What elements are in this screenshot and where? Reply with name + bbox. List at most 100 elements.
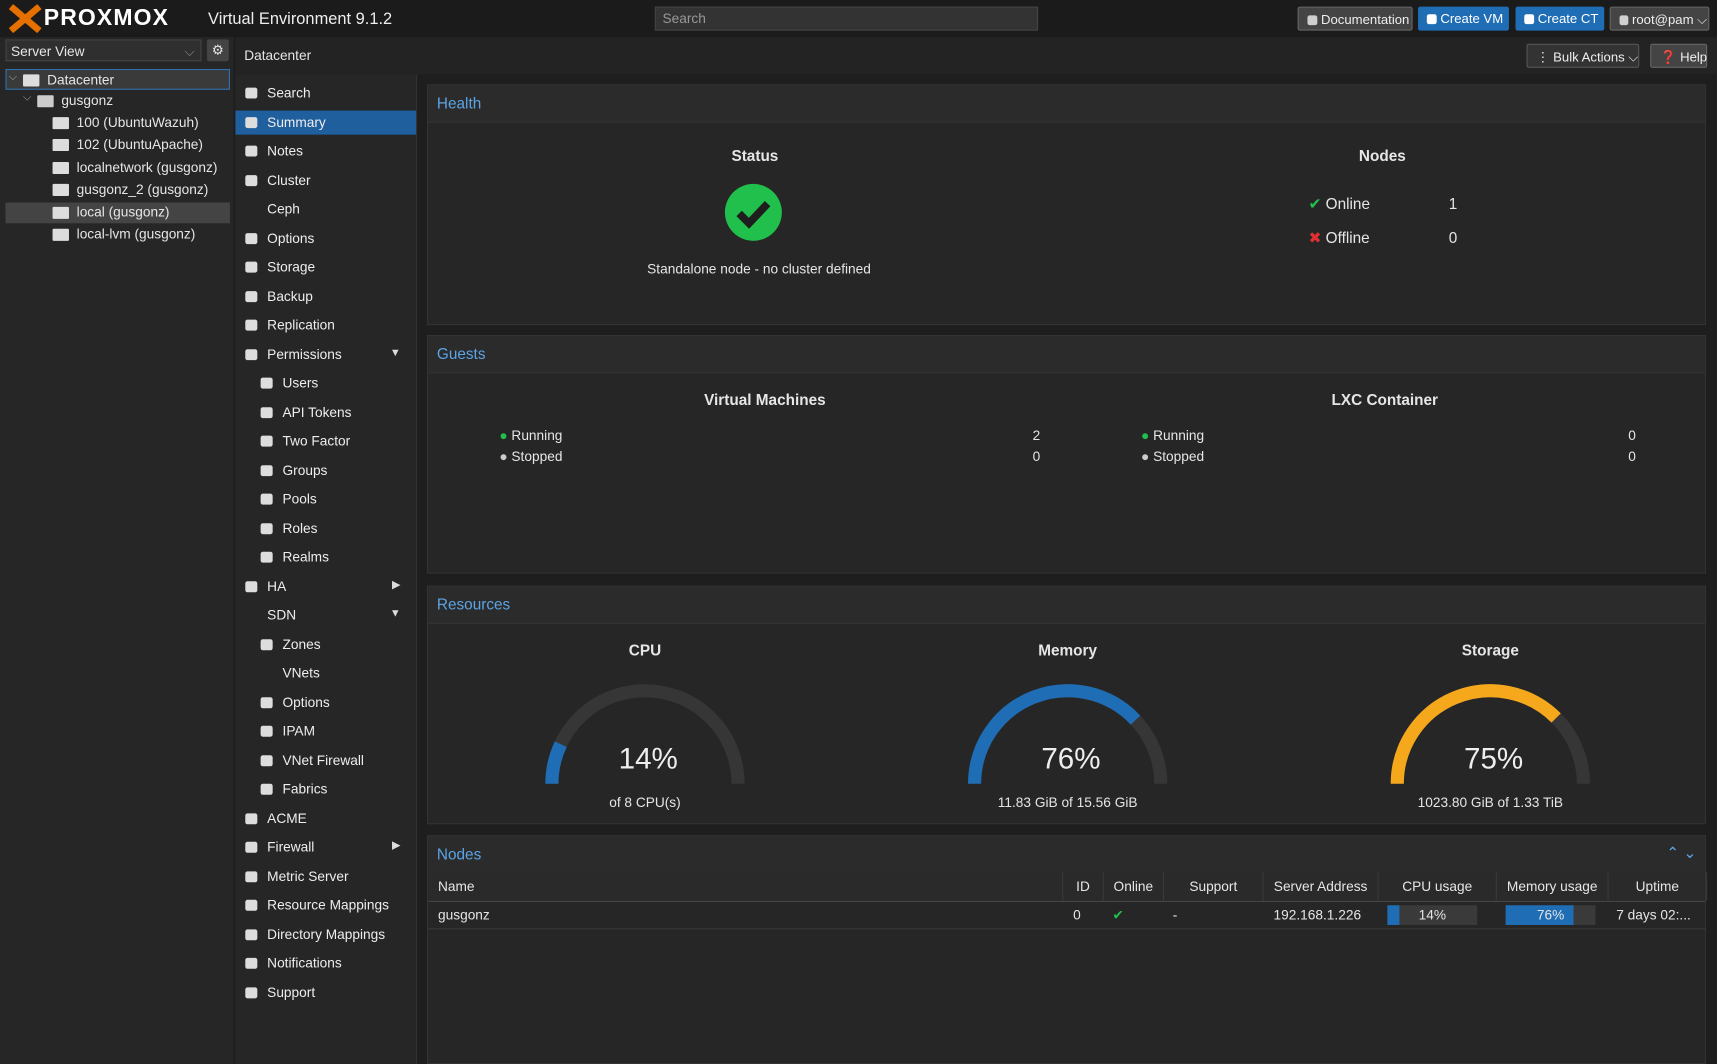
menu-item[interactable]: Users xyxy=(235,371,416,395)
menu-label: Notes xyxy=(267,143,303,159)
column-header[interactable]: CPU usage xyxy=(1379,872,1497,901)
user-menu[interactable]: root@pam ⌵ xyxy=(1609,6,1710,31)
menu-icon xyxy=(260,464,273,476)
resource-tree: Server View ⌵ ⚙ ⌵ Datacenter ⌵ gusgonz 100 (U… xyxy=(0,37,234,1064)
menu-label: Pools xyxy=(282,491,317,507)
gauge-arc xyxy=(968,684,1141,784)
icon xyxy=(1426,14,1437,25)
tree-item[interactable]: 102 (UbuntuApache) xyxy=(5,135,229,156)
column-header[interactable]: Server Address xyxy=(1264,872,1379,901)
menu-item[interactable]: Options xyxy=(235,690,416,714)
menu-item[interactable]: VNets xyxy=(235,661,416,685)
menu-item[interactable]: Ceph xyxy=(235,197,416,221)
menu-label: VNet Firewall xyxy=(282,752,364,768)
gauge-arc xyxy=(545,741,567,784)
menu-item[interactable]: API Tokens xyxy=(235,400,416,424)
gauge-value: 76% xyxy=(1041,742,1100,775)
menu-icon xyxy=(245,290,258,302)
menu-item[interactable]: Pools xyxy=(235,487,416,511)
settings-button[interactable]: ⚙ xyxy=(206,39,229,62)
tree-item[interactable]: ⌵ Datacenter xyxy=(5,68,230,90)
breadcrumb: Datacenter xyxy=(244,48,312,64)
menu-item[interactable]: Storage xyxy=(235,255,416,279)
cell-support: - xyxy=(1172,907,1178,923)
column-header[interactable]: ID xyxy=(1063,872,1104,901)
menu-item[interactable]: Realms xyxy=(235,545,416,569)
vm-heading: Virtual Machines xyxy=(704,390,826,409)
help-button[interactable]: ❓ Help xyxy=(1650,43,1708,68)
menu-item[interactable]: Notes xyxy=(235,139,416,163)
menu-label: Notifications xyxy=(267,955,342,971)
menu-item[interactable]: Support xyxy=(235,980,416,1004)
gauge-detail: of 8 CPU(s) xyxy=(609,794,681,811)
view-label: Server View xyxy=(10,43,85,60)
menu-item[interactable]: Groups xyxy=(235,458,416,482)
menu-label: Firewall xyxy=(267,839,315,855)
menu-item[interactable]: Cluster xyxy=(235,168,416,192)
panel-title: Resources xyxy=(428,586,1705,624)
menu-label: Storage xyxy=(267,259,316,275)
column-header[interactable]: Name xyxy=(428,872,1064,901)
menu-item[interactable]: Search xyxy=(235,81,416,105)
tree-item[interactable]: 100 (UbuntuWazuh) xyxy=(5,113,229,134)
column-header[interactable]: Uptime xyxy=(1609,872,1708,901)
tree-label: Datacenter xyxy=(47,72,115,88)
tree-item[interactable]: gusgonz_2 (gusgonz) xyxy=(5,180,229,201)
column-header[interactable]: Online xyxy=(1104,872,1165,901)
menu-icon xyxy=(245,812,258,824)
view-selector[interactable]: Server View ⌵ xyxy=(5,39,202,62)
menu-item[interactable]: ACME xyxy=(235,806,416,830)
column-header[interactable]: Memory usage xyxy=(1497,872,1609,901)
menu-item[interactable]: Two Factor xyxy=(235,429,416,453)
documentation-button[interactable]: Documentation xyxy=(1297,6,1413,31)
gauge: 75% xyxy=(1390,684,1590,784)
menu-item[interactable]: Summary xyxy=(235,110,417,135)
menu-item[interactable]: Roles xyxy=(235,516,416,540)
create-vm-button[interactable]: Create VM xyxy=(1418,6,1509,31)
menu-item[interactable]: Backup xyxy=(235,284,416,308)
menu-icon xyxy=(260,754,273,766)
tree-item[interactable]: ⌵ gusgonz xyxy=(5,91,229,112)
menu-item[interactable]: Zones xyxy=(235,632,416,656)
gauge-arc xyxy=(1390,684,1561,784)
menu-item[interactable]: Notifications xyxy=(235,951,416,975)
tree-label: local-lvm (gusgonz) xyxy=(76,226,196,242)
search-box[interactable]: Search xyxy=(654,6,1039,31)
button-label: root@pam xyxy=(1631,12,1694,28)
collapse-controls[interactable]: ⌃ ⌄ xyxy=(1666,843,1697,862)
menu-item[interactable]: Metric Server xyxy=(235,864,416,888)
menu-item[interactable]: Options xyxy=(235,226,416,250)
menu-label: Cluster xyxy=(267,172,311,188)
grid-row[interactable]: gusgonz 0 ✔ - 192.168.1.226 14% 76% 7 days 02:.… xyxy=(428,902,1705,930)
bulk-actions-button[interactable]: ⋮ Bulk Actions ⌵ xyxy=(1526,43,1640,68)
menu-item[interactable]: SDN ▼ xyxy=(235,603,416,627)
create-ct-button[interactable]: Create CT xyxy=(1515,6,1605,31)
menu-item[interactable]: Resource Mappings xyxy=(235,893,416,917)
vm-stopped-count: 0 xyxy=(1032,448,1041,465)
menu-label: VNets xyxy=(282,665,320,681)
tree-item[interactable]: localnetwork (gusgonz) xyxy=(5,158,229,179)
menu-item[interactable]: Replication xyxy=(235,313,416,337)
vm-stopped-label: Stopped xyxy=(511,448,563,465)
menu-item[interactable]: Firewall ▶ xyxy=(235,835,416,859)
menu-icon xyxy=(245,957,258,969)
menu-item[interactable]: IPAM xyxy=(235,719,416,743)
tree-item[interactable]: local-lvm (gusgonz) xyxy=(5,224,229,245)
tree-item[interactable]: local (gusgonz) xyxy=(5,202,230,224)
menu-item[interactable]: Directory Mappings xyxy=(235,922,416,946)
menu-icon xyxy=(260,638,273,650)
tree-icon xyxy=(52,183,69,196)
menu-item[interactable]: HA ▶ xyxy=(235,574,416,598)
tree-icon xyxy=(52,206,69,219)
menu-item[interactable]: VNet Firewall xyxy=(235,748,416,772)
icon xyxy=(1307,15,1318,26)
column-header[interactable]: Support xyxy=(1164,872,1264,901)
menu-icon xyxy=(260,551,273,563)
menu-item[interactable]: Fabrics xyxy=(235,777,416,801)
menu-label: SDN xyxy=(267,607,297,623)
menu-label: Groups xyxy=(282,462,328,478)
menu-label: Roles xyxy=(282,520,318,536)
menu-item[interactable]: Permissions ▼ xyxy=(235,342,416,366)
